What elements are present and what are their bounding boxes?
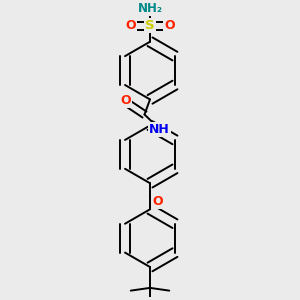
Text: O: O bbox=[120, 94, 130, 107]
Text: NH₂: NH₂ bbox=[137, 2, 163, 15]
Text: O: O bbox=[164, 19, 175, 32]
Text: NH: NH bbox=[149, 123, 170, 136]
Text: O: O bbox=[152, 195, 163, 208]
Text: S: S bbox=[145, 19, 155, 32]
Text: O: O bbox=[125, 19, 136, 32]
